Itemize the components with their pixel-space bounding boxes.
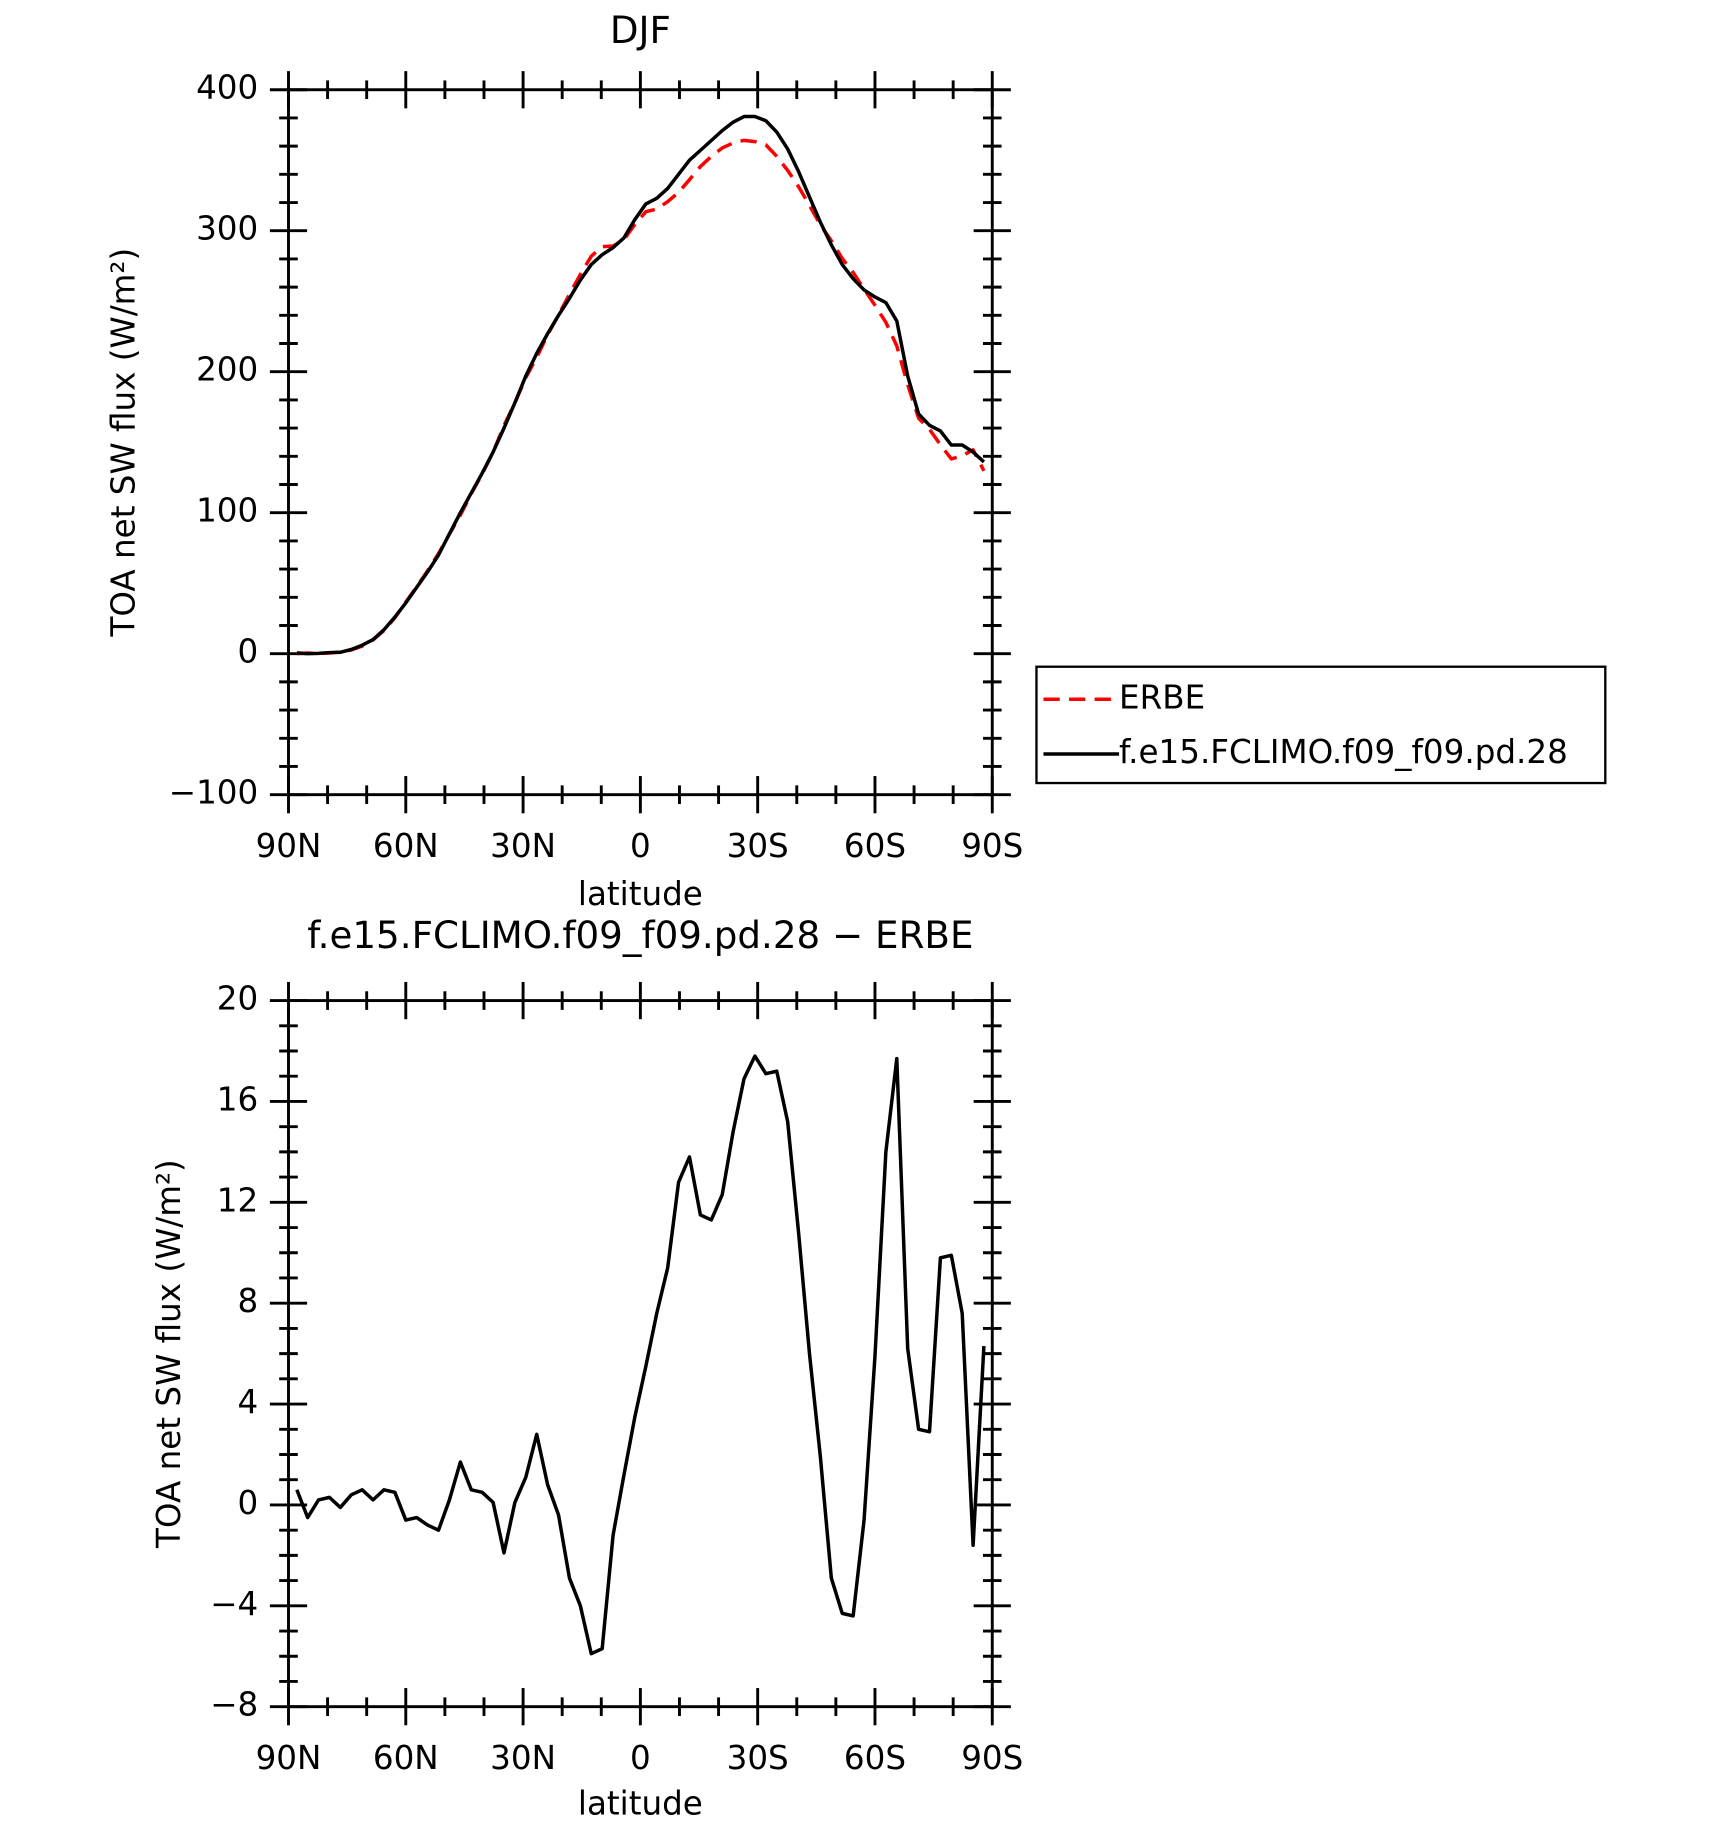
y-tick-label: 20: [217, 980, 258, 1018]
y-tick-label: 100: [196, 492, 258, 530]
plot-frame: [287, 88, 994, 797]
x-tick-label: 30N: [490, 1739, 556, 1777]
y-tick-label: 400: [196, 69, 258, 107]
x-tick-label: 0: [630, 1739, 651, 1777]
y-tick-label: 300: [196, 210, 258, 248]
x-tick-label: 60N: [373, 827, 439, 865]
data-line: [296, 114, 986, 656]
x-tick-label: 90N: [256, 1739, 322, 1777]
y-tick-label: 16: [217, 1080, 258, 1118]
legend-label: f.e15.FCLIMO.f09_f09.pd.28: [1119, 733, 1568, 771]
data-line: [295, 1054, 986, 1656]
x-tick-label: 90N: [256, 827, 322, 865]
y-tick-label: 12: [217, 1181, 258, 1219]
y-tick-label: −100: [169, 774, 258, 812]
legend-box: [1035, 665, 1607, 785]
y-tick-label: 200: [196, 351, 258, 389]
x-tick-label: 0: [630, 827, 651, 865]
y-axis-label: TOA net SW flux (W/m²): [150, 1159, 188, 1549]
y-tick-label: 4: [238, 1383, 259, 1421]
x-tick-label: 30S: [727, 827, 789, 865]
x-tick-label: 30S: [727, 1739, 789, 1777]
x-tick-label: 60S: [844, 1739, 906, 1777]
y-axis-label: TOA net SW flux (W/m²): [105, 248, 143, 638]
y-tick-label: −4: [210, 1585, 258, 1623]
chart-title: f.e15.FCLIMO.f09_f09.pd.28 − ERBE: [307, 913, 973, 957]
x-tick-label: 60N: [373, 1739, 439, 1777]
x-tick-label: 30N: [490, 827, 556, 865]
x-tick-label: 90S: [961, 1739, 1023, 1777]
y-tick-label: −8: [210, 1686, 258, 1724]
x-axis-label: latitude: [578, 875, 703, 913]
y-tick-label: 8: [238, 1282, 259, 1320]
x-tick-label: 60S: [844, 827, 906, 865]
chart-title: DJF: [610, 8, 671, 52]
plot-frame: [287, 999, 994, 1709]
y-tick-label: 0: [238, 1484, 259, 1522]
x-axis-label: latitude: [578, 1785, 703, 1822]
x-tick-label: 90S: [961, 827, 1023, 865]
y-tick-label: 0: [238, 633, 259, 671]
data-line: [296, 138, 986, 656]
legend-label: ERBE: [1119, 678, 1205, 716]
